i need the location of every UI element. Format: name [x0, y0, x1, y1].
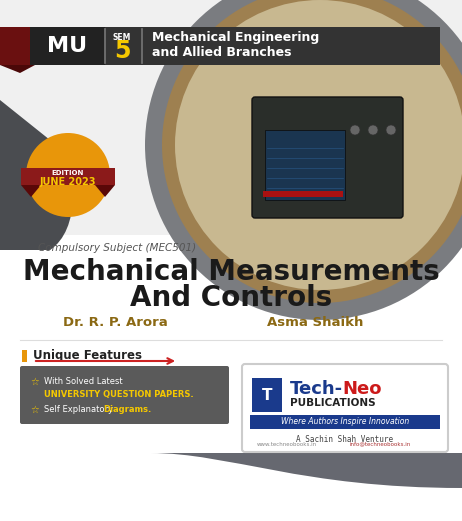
FancyBboxPatch shape [263, 191, 343, 197]
Text: PUBLICATIONS: PUBLICATIONS [290, 398, 376, 408]
Text: Compulsory Subject (MEC501): Compulsory Subject (MEC501) [38, 243, 196, 253]
PathPatch shape [0, 453, 462, 521]
Polygon shape [0, 65, 35, 73]
FancyBboxPatch shape [242, 364, 448, 452]
FancyBboxPatch shape [22, 350, 27, 362]
Text: MU: MU [47, 36, 87, 56]
FancyBboxPatch shape [252, 378, 282, 412]
Polygon shape [95, 185, 115, 197]
FancyBboxPatch shape [20, 366, 229, 424]
Text: 5: 5 [114, 39, 130, 63]
Text: Neo: Neo [342, 380, 382, 398]
Text: EDITION: EDITION [52, 170, 84, 176]
Text: and Allied Branches: and Allied Branches [152, 46, 292, 59]
Text: Dr. R. P. Arora: Dr. R. P. Arora [63, 316, 167, 329]
Polygon shape [21, 185, 41, 197]
Circle shape [175, 0, 462, 290]
FancyBboxPatch shape [30, 27, 105, 65]
Text: And Controls: And Controls [130, 284, 332, 312]
FancyBboxPatch shape [265, 130, 345, 200]
Circle shape [368, 125, 378, 135]
Text: With Solved Latest: With Solved Latest [44, 378, 122, 387]
Text: www.techneobooks.in: www.techneobooks.in [257, 441, 317, 446]
FancyBboxPatch shape [30, 27, 440, 65]
Text: Where Authors Inspire Innovation: Where Authors Inspire Innovation [281, 417, 409, 427]
Text: Asma Shaikh: Asma Shaikh [267, 316, 363, 329]
PathPatch shape [0, 60, 73, 250]
Circle shape [350, 125, 360, 135]
Text: Tech-: Tech- [290, 380, 343, 398]
Text: Unique Features: Unique Features [33, 350, 142, 363]
Text: UNIVERSITY QUESTION PAPERS.: UNIVERSITY QUESTION PAPERS. [44, 391, 194, 400]
Polygon shape [21, 168, 115, 185]
Circle shape [26, 133, 110, 217]
Circle shape [386, 125, 396, 135]
Text: ☆: ☆ [30, 405, 39, 415]
Text: Self Explanatory: Self Explanatory [44, 405, 116, 415]
Text: ☆: ☆ [30, 377, 39, 387]
Polygon shape [0, 27, 35, 65]
Text: Mechanical Measurements: Mechanical Measurements [23, 258, 439, 286]
FancyBboxPatch shape [0, 235, 462, 453]
Text: SEM: SEM [113, 32, 131, 42]
Text: A Sachin Shah Venture: A Sachin Shah Venture [297, 436, 394, 444]
Text: Diagrams.: Diagrams. [103, 405, 151, 415]
Text: Mechanical Engineering: Mechanical Engineering [152, 31, 319, 44]
Circle shape [145, 0, 462, 320]
Text: JUNE 2023: JUNE 2023 [40, 177, 96, 187]
FancyBboxPatch shape [250, 415, 440, 429]
Text: info@techneobooks.in: info@techneobooks.in [350, 441, 411, 446]
FancyBboxPatch shape [252, 97, 403, 218]
Circle shape [162, 0, 462, 303]
Text: T: T [262, 388, 272, 403]
